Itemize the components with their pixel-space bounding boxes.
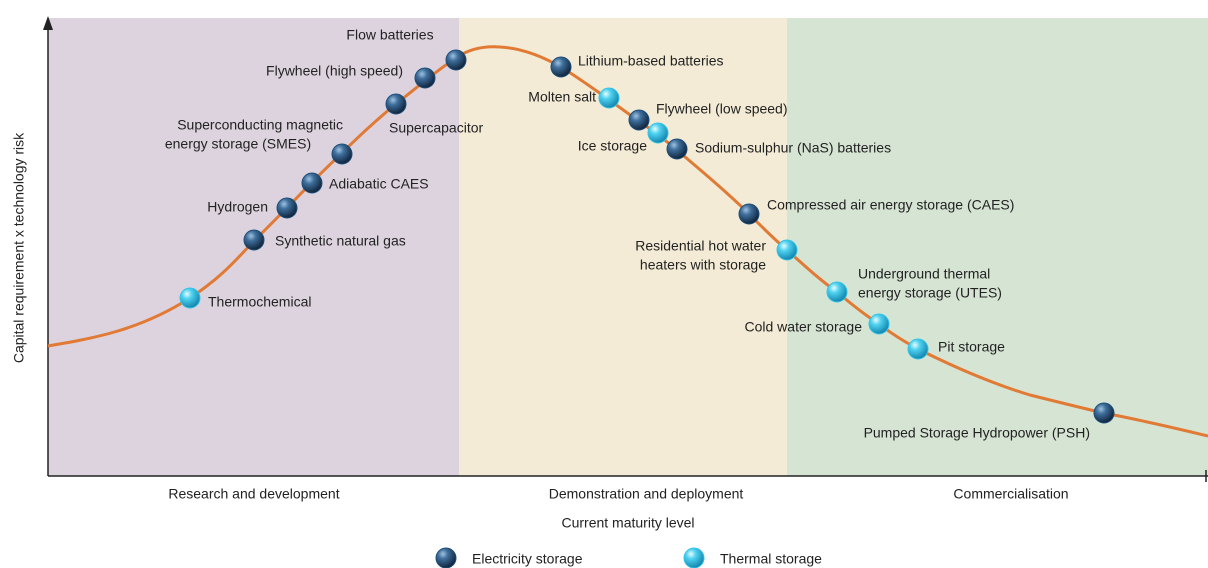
node-marker (1093, 402, 1115, 424)
node-marker (435, 547, 457, 568)
node-label: Underground thermal (858, 266, 990, 282)
node-label: Compressed air energy storage (CAES) (767, 197, 1014, 213)
node-label: Cold water storage (744, 319, 862, 335)
node-label: Sodium-sulphur (NaS) batteries (695, 140, 891, 156)
stage-label: Demonstration and deployment (549, 486, 744, 502)
x-axis-label: Current maturity level (561, 515, 694, 531)
legend-label: Electricity storage (472, 551, 583, 567)
node-label: Thermochemical (208, 294, 311, 310)
node-label: Flywheel (high speed) (266, 63, 403, 79)
node-marker (826, 281, 848, 303)
node-label: energy storage (SMES) (165, 136, 311, 152)
zone-commercial (787, 18, 1208, 476)
node-marker (683, 547, 705, 568)
zone-demo (459, 18, 787, 476)
node-label: energy storage (UTES) (858, 285, 1002, 301)
node-label: Pit storage (938, 339, 1005, 355)
node-marker (414, 67, 436, 89)
y-axis-label: Capital requirement x technology risk (11, 132, 27, 363)
node-marker (243, 229, 265, 251)
node-marker (776, 239, 798, 261)
stage-label: Commercialisation (953, 486, 1068, 502)
node-marker (666, 138, 688, 160)
node-label: Synthetic natural gas (275, 233, 406, 249)
legend-label: Thermal storage (720, 551, 822, 567)
node-marker (598, 87, 620, 109)
node-marker (738, 203, 760, 225)
node-label: Flow batteries (346, 27, 433, 43)
node-label: Lithium-based batteries (578, 53, 724, 69)
node-marker (179, 287, 201, 309)
node-label: Superconducting magnetic (177, 117, 343, 133)
node-label: Pumped Storage Hydropower (PSH) (864, 425, 1090, 441)
stage-label: Research and development (168, 486, 339, 502)
node-label: Adiabatic CAES (329, 176, 429, 192)
node-marker (445, 49, 467, 71)
node-marker (868, 313, 890, 335)
node-marker (647, 122, 669, 144)
node-marker (385, 93, 407, 115)
node-label: Flywheel (low speed) (656, 101, 788, 117)
node-marker (550, 56, 572, 78)
node-label: Molten salt (528, 89, 596, 105)
node-label: Supercapacitor (389, 120, 484, 136)
node-label: Ice storage (578, 138, 647, 154)
node-label: Residential hot water (635, 238, 766, 254)
node-marker (331, 143, 353, 165)
y-axis-arrow (43, 16, 53, 30)
node-label: Hydrogen (207, 199, 268, 215)
node-marker (301, 172, 323, 194)
node-label: heaters with storage (640, 257, 766, 273)
node-marker (628, 109, 650, 131)
node-marker (907, 338, 929, 360)
node-marker (276, 197, 298, 219)
